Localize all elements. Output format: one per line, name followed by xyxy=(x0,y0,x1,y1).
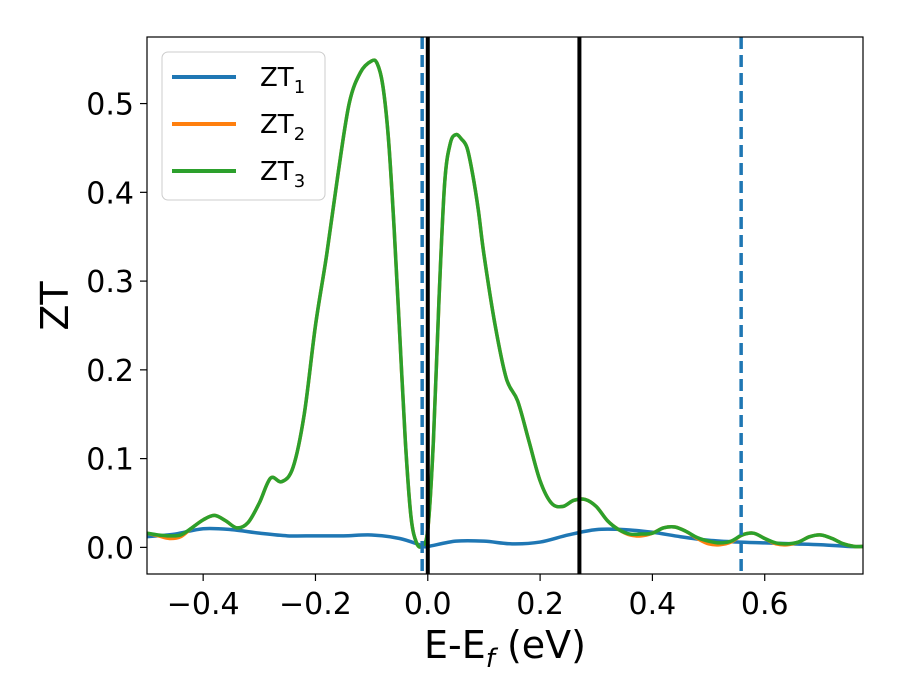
legend-box xyxy=(161,51,326,201)
legend-label-subscript: 1 xyxy=(294,77,305,98)
x-axis-label-main: E-E xyxy=(424,623,486,667)
x-axis-ticks: −0.4 −0.2 0.0 0.2 0.4 0.6 xyxy=(167,574,789,622)
y-tick-label: 0.4 xyxy=(86,176,134,211)
reference-lines xyxy=(420,37,743,574)
x-tick-label: 0.4 xyxy=(629,587,677,622)
x-tick-label: −0.2 xyxy=(279,587,352,622)
legend-label-subscript: 3 xyxy=(294,171,305,192)
legend-label-zt2: ZT2 xyxy=(260,110,305,145)
series-line-zt3 xyxy=(147,58,863,549)
y-axis-label: ZT xyxy=(33,281,77,331)
x-axis-label-unit: (eV) xyxy=(495,623,586,667)
legend-label-zt3: ZT3 xyxy=(260,157,305,192)
legend-label-main: ZT xyxy=(260,63,294,93)
x-tick-label: 0.2 xyxy=(516,587,564,622)
legend-label-zt1: ZT1 xyxy=(260,63,305,98)
y-tick-label: 0.5 xyxy=(86,88,134,123)
legend-label-subscript: 2 xyxy=(294,124,305,145)
y-tick-label: 0.1 xyxy=(86,443,134,478)
y-tick-label: 0.2 xyxy=(86,354,134,389)
x-tick-label: 0.0 xyxy=(404,587,452,622)
legend-label-main: ZT xyxy=(260,110,294,140)
plot-frame xyxy=(146,36,864,575)
x-tick-label: 0.6 xyxy=(741,587,789,622)
y-axis-ticks: 0.0 0.1 0.2 0.3 0.4 0.5 xyxy=(86,88,147,566)
x-tick-label: −0.4 xyxy=(167,587,240,622)
x-axis-label: E-Ef (eV) xyxy=(424,623,586,674)
series-line-zt1 xyxy=(147,526,863,549)
y-tick-label: 0.3 xyxy=(86,265,134,300)
legend-label-main: ZT xyxy=(260,157,294,187)
series-layer xyxy=(147,58,863,549)
y-tick-label: 0.0 xyxy=(86,531,134,566)
